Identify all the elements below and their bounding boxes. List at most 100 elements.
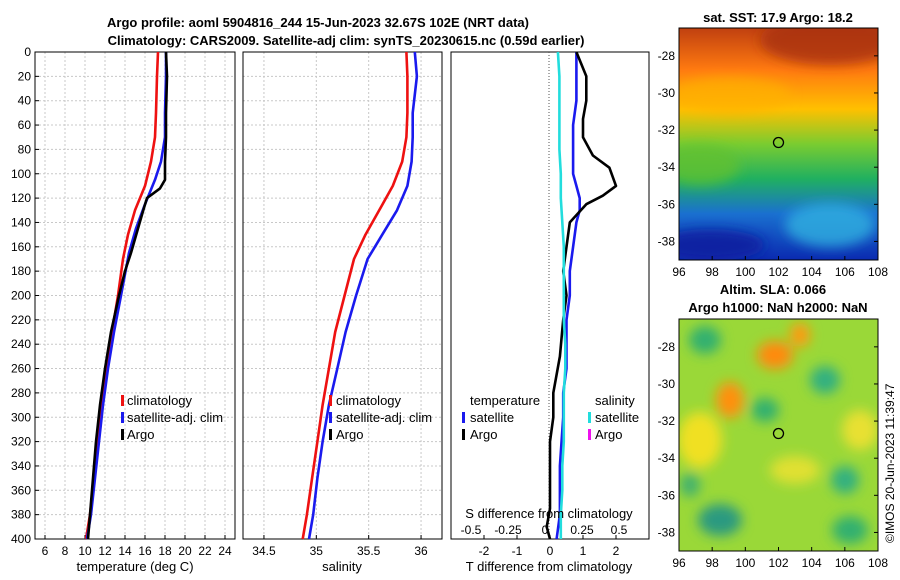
sla-high-1 [757, 341, 793, 369]
map-y-tick-label: -28 [658, 340, 676, 354]
sla-title-1: Altim. SLA: 0.066 [720, 282, 826, 297]
y-tick-label: 140 [11, 215, 31, 229]
sla-title-2: Argo h1000: NaN h2000: NaN [688, 300, 867, 315]
map-y-tick-label: -32 [658, 123, 676, 137]
s-tick-label: 0 [542, 523, 549, 537]
y-tick-label: 160 [11, 240, 31, 254]
legend-swatch-climatology [329, 395, 332, 406]
argo-position-marker [772, 427, 785, 440]
y-tick-label: 220 [11, 313, 31, 327]
y-tick-label: 200 [11, 289, 31, 303]
x-tick-label: 20 [178, 544, 192, 558]
sla-yellow-2 [842, 410, 878, 450]
y-tick-label: 180 [11, 264, 31, 278]
legend-swatch-climatology [121, 395, 124, 406]
temperature-panel: 6 8 10 12 14 16 18 20 22 24 0 20 40 60 80 100 120 140 160… [11, 45, 236, 574]
map-x-tick-label: 102 [768, 556, 788, 570]
map-y-tick-label: -38 [658, 234, 676, 248]
x-tick-label: 12 [98, 544, 112, 558]
x-tick-label: -2 [479, 544, 490, 558]
map-x-tick-label: 100 [735, 556, 755, 570]
map-x-tick-label: 102 [768, 265, 788, 279]
legend-label-argo: Argo [336, 427, 363, 442]
salinity-axes-box [242, 51, 443, 540]
legend-label-climatology: climatology [336, 393, 402, 408]
y-tick-label: 320 [11, 435, 31, 449]
imos-watermark: ©IMOS 20-Jun-2023 11:39:47 [883, 383, 897, 543]
series-line-satellite-adj-clim [85, 52, 168, 540]
legend-swatch-argo [121, 429, 124, 440]
salinity-lines [301, 51, 419, 540]
sla-low-2 [810, 366, 840, 394]
x-tick-label: 24 [218, 544, 232, 558]
y-tick-label: 300 [11, 410, 31, 424]
sst-map: sat. SST: 17.9 Argo: 18.2 96 98 100 102 104 1… [658, 10, 889, 279]
series-line-satellite-adj-clim [307, 51, 419, 540]
sst-title: sat. SST: 17.9 Argo: 18.2 [703, 10, 853, 25]
map-y-tick-label: -38 [658, 525, 676, 539]
legend-swatch-sal-argo [588, 429, 591, 440]
legend-label-climatology: climatology [127, 393, 193, 408]
sst-green-tongue [679, 145, 740, 185]
map-x-tick-label: 96 [672, 265, 686, 279]
sla-yellow-3 [770, 456, 820, 484]
legend-swatch-temp-satellite [462, 412, 465, 423]
map-x-tick-label: 98 [705, 265, 719, 279]
argo-position-marker [772, 136, 785, 149]
temperature-x-label: temperature (deg C) [76, 559, 193, 574]
y-tick-label: 20 [18, 69, 32, 83]
legend-swatch-satellite-adj [329, 412, 332, 423]
sst-warm-core [760, 28, 878, 65]
sla-map: Altim. SLA: 0.066 Argo h1000: NaN h2000:… [658, 282, 889, 570]
salinity-grid [243, 51, 442, 540]
sst-ticks: 96 98 100 102 104 106 108 -28 -30 -32 -34 -36 -38 [658, 49, 889, 279]
x-tick-label: 0 [547, 544, 554, 558]
temperature-legend: climatology satellite-adj. clim Argo [121, 393, 223, 442]
legend-swatch-argo [329, 429, 332, 440]
difference-lines [545, 51, 618, 540]
difference-x-ticks: -2 -1 0 1 2 -0.5 -0.25 0 0.25 0.5 [461, 523, 628, 558]
difference-legend: temperature satellite Argo salinity sate… [462, 393, 639, 442]
s-difference-label: S difference from climatology [465, 506, 633, 521]
map-y-tick-label: -34 [658, 451, 676, 465]
x-tick-label: 34.5 [252, 544, 276, 558]
s-tick-label: -0.25 [494, 523, 522, 537]
map-y-tick-label: -28 [658, 49, 676, 63]
x-tick-label: 1 [580, 544, 587, 558]
sst-cold-core [679, 229, 765, 260]
map-x-tick-label: 104 [802, 556, 822, 570]
legend-label-temp-satellite: satellite [470, 410, 514, 425]
sla-high-2 [790, 323, 810, 347]
legend-title-temperature: temperature [470, 393, 540, 408]
map-x-tick-label: 96 [672, 556, 686, 570]
series-line-temperature-argo [545, 51, 618, 540]
sla-low-3 [751, 398, 779, 422]
y-tick-label: 380 [11, 508, 31, 522]
x-tick-label: 8 [62, 544, 69, 558]
legend-title-salinity: salinity [595, 393, 635, 408]
map-y-tick-label: -36 [658, 197, 676, 211]
map-y-tick-label: -30 [658, 377, 676, 391]
salinity-panel: 34.5 35 35.5 36 salinity climatology satell… [242, 51, 443, 574]
legend-swatch-satellite-adj [121, 412, 124, 423]
map-y-tick-label: -36 [658, 488, 676, 502]
legend-swatch-sal-satellite [588, 412, 591, 423]
x-tick-label: 35 [310, 544, 324, 558]
map-x-tick-label: 98 [705, 556, 719, 570]
map-x-tick-label: 100 [735, 265, 755, 279]
y-tick-label: 80 [18, 142, 32, 156]
salinity-x-ticks: 34.5 35 35.5 36 [252, 535, 428, 558]
series-line-salinity-satellite [556, 51, 567, 539]
y-tick-label: 0 [24, 45, 31, 59]
sla-low-6 [832, 516, 868, 544]
y-tick-label: 360 [11, 483, 31, 497]
s-tick-label: 0.25 [570, 523, 594, 537]
title-line-2: Climatology: CARS2009. Satellite-adj cli… [108, 33, 585, 48]
s-tick-label: -0.5 [461, 523, 482, 537]
sst-cyan-patch [785, 203, 875, 247]
x-tick-label: 2 [613, 544, 620, 558]
temperature-grid [35, 51, 235, 540]
map-x-tick-label: 104 [802, 265, 822, 279]
map-x-tick-label: 108 [868, 556, 888, 570]
